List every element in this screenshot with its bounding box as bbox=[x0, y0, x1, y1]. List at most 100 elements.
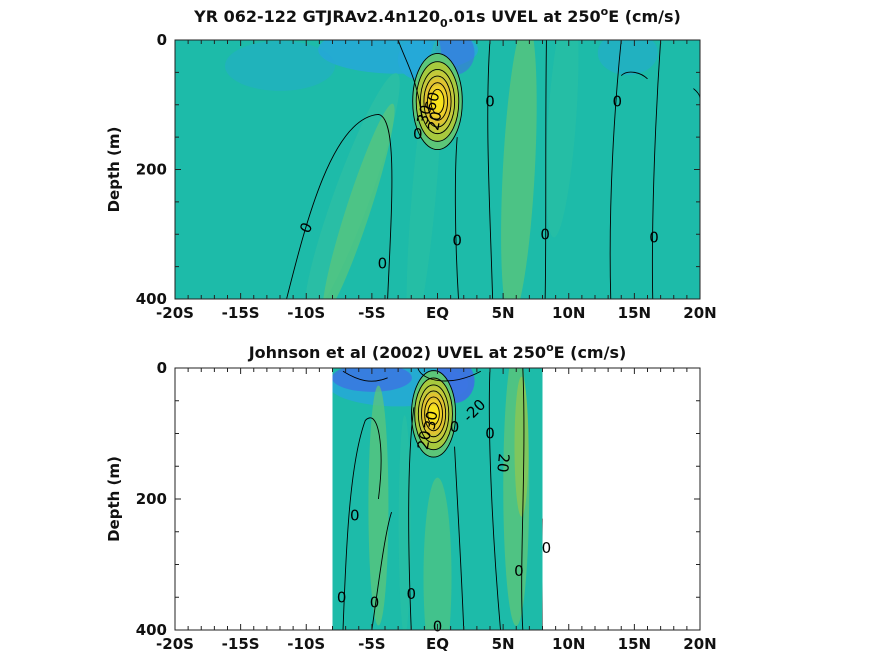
zero-contour-6 bbox=[521, 368, 525, 630]
x-tick-label: 15N bbox=[618, 635, 651, 653]
title-part: YR 062-122 GTJRAv2.4n120 bbox=[193, 7, 440, 26]
contour-label-8: 60 bbox=[421, 90, 443, 113]
contour-label-6: 0 bbox=[613, 93, 623, 111]
zero-contour-4 bbox=[454, 446, 465, 630]
y-tick-label: 400 bbox=[136, 621, 167, 639]
contour-label-4: 20 bbox=[414, 429, 435, 451]
contour-label-9: 30 bbox=[413, 103, 435, 126]
field-surface-west-2 bbox=[225, 40, 335, 91]
zero-contour-4 bbox=[544, 40, 547, 299]
contour-label-5: 0 bbox=[540, 225, 550, 243]
zero-contour-9 bbox=[417, 368, 482, 382]
y-tick-label: 0 bbox=[157, 359, 167, 377]
x-tick-label: -15S bbox=[222, 304, 260, 322]
zero-contour-2 bbox=[454, 137, 459, 299]
x-tick-label: 10N bbox=[552, 635, 585, 653]
contour-label-10: 20 bbox=[424, 110, 445, 132]
contour-labels: 00000006030200 bbox=[296, 90, 659, 272]
contour-label-9: 0 bbox=[514, 562, 524, 580]
contour-label-2: 30 bbox=[420, 409, 441, 431]
title-part: E (cm/s) bbox=[554, 343, 627, 362]
contour-label-7: 0 bbox=[649, 228, 659, 246]
contour-field bbox=[175, 40, 700, 299]
contour-label-6: 20 bbox=[493, 453, 513, 474]
zero-contour-7 bbox=[620, 71, 648, 80]
field-band-eq-deep bbox=[423, 477, 452, 630]
jet-fill-6 bbox=[431, 92, 444, 111]
contour-label-11: 0 bbox=[370, 593, 380, 611]
title-superscript: o bbox=[601, 5, 609, 18]
title-part: E (cm/s) bbox=[608, 7, 681, 26]
contour-label-12: 0 bbox=[406, 585, 416, 603]
zero-contour-5 bbox=[488, 368, 501, 630]
contour-label-8: 0 bbox=[542, 539, 552, 557]
jet-contour-6 bbox=[427, 402, 440, 426]
contour-label-3: 0 bbox=[450, 418, 460, 436]
x-tick-label: -20S bbox=[156, 304, 194, 322]
x-tick-label: -5S bbox=[358, 635, 385, 653]
panel-1: 00000006030200-20S-15S-10S-5SEQ5N10N15N2… bbox=[105, 5, 717, 322]
x-tick-label: EQ bbox=[426, 635, 449, 653]
contour-label-5: 0 bbox=[485, 425, 495, 443]
zero-contour-3 bbox=[408, 407, 415, 630]
title-superscript: o bbox=[546, 341, 554, 354]
x-tick-label: -15S bbox=[222, 635, 260, 653]
jet-contour-1 bbox=[411, 370, 457, 458]
jet-contour-5 bbox=[424, 396, 443, 432]
contour-label-10: 0 bbox=[337, 588, 347, 606]
contour-label-4: 0 bbox=[485, 93, 495, 111]
title-part: Johnson et al (2002) UVEL at 250 bbox=[248, 343, 546, 362]
jet-contour-3 bbox=[419, 68, 456, 135]
field-surface-core-2 bbox=[332, 368, 412, 392]
zero-contour-5 bbox=[609, 40, 622, 299]
y-tick-label: 0 bbox=[157, 31, 167, 49]
x-tick-label: 5N bbox=[492, 635, 515, 653]
field-band-eq bbox=[398, 415, 411, 630]
contour-label-11: 0 bbox=[413, 125, 423, 143]
contour-lines bbox=[342, 368, 543, 630]
jet-contour-3 bbox=[417, 384, 450, 444]
contour-lines bbox=[286, 40, 700, 299]
y-axis-label: Depth (m) bbox=[105, 456, 123, 542]
title-part: .01s UVEL at 250 bbox=[448, 7, 601, 26]
jet-contour-1 bbox=[412, 52, 463, 151]
zero-contour-6 bbox=[651, 40, 662, 299]
x-tick-label: -10S bbox=[287, 304, 325, 322]
y-axis-label: Depth (m) bbox=[105, 127, 123, 213]
x-tick-label: 20N bbox=[683, 635, 716, 653]
jet-contour-5 bbox=[427, 82, 448, 121]
zero-contour-8 bbox=[342, 370, 388, 382]
jet-contour-4 bbox=[421, 390, 447, 438]
jet-contour-6 bbox=[430, 88, 445, 115]
x-tick-label: EQ bbox=[426, 304, 449, 322]
x-tick-label: 15N bbox=[618, 304, 651, 322]
x-tick-label: 20N bbox=[683, 304, 716, 322]
contour-label-7: 0 bbox=[350, 506, 360, 524]
contour-label-3: 0 bbox=[452, 232, 462, 250]
jet-contour-2 bbox=[414, 377, 453, 451]
field-surface-east bbox=[597, 40, 658, 75]
x-tick-label: -10S bbox=[287, 635, 325, 653]
zero-contour-3 bbox=[487, 40, 494, 299]
contour-field bbox=[332, 368, 543, 630]
field-band-south bbox=[368, 385, 389, 626]
x-tick-label: 10N bbox=[552, 304, 585, 322]
zero-contour-2 bbox=[371, 511, 392, 630]
y-tick-label: 200 bbox=[136, 490, 167, 508]
x-axis: -20S -15S -10S -5S EQ 5N 10N 15N 20N bbox=[156, 368, 717, 653]
field-band-south-core bbox=[322, 103, 395, 299]
x-tick-label: -5S bbox=[358, 304, 385, 322]
jet-fill-6 bbox=[427, 405, 440, 423]
field-band-north bbox=[501, 40, 537, 299]
jet-contour-2 bbox=[415, 61, 460, 142]
y-tick-label: 400 bbox=[136, 290, 167, 308]
field-band-north-core bbox=[514, 376, 529, 517]
jet-contour-4 bbox=[423, 75, 452, 128]
zero-contour-1 bbox=[286, 114, 393, 299]
zero-contour-1 bbox=[342, 417, 382, 630]
chart-title: YR 062-122 GTJRAv2.4n1200.01s UVEL at 25… bbox=[193, 5, 681, 30]
